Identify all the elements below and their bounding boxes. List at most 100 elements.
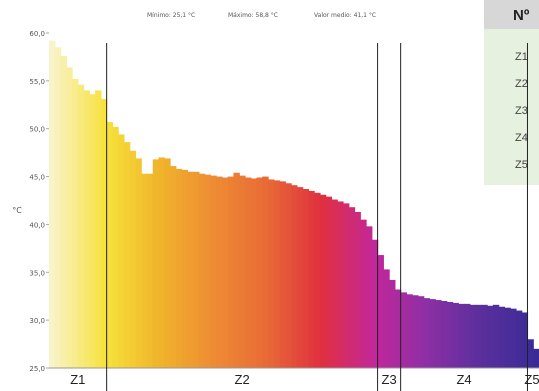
bar <box>510 308 517 368</box>
bar <box>527 339 534 368</box>
bar <box>383 269 390 368</box>
bar <box>319 194 327 368</box>
bar <box>285 183 292 368</box>
bar <box>464 303 471 368</box>
bar <box>360 219 367 368</box>
bar <box>245 177 252 368</box>
zone-label: Z5 <box>524 372 539 387</box>
bar <box>429 299 436 368</box>
bar <box>452 302 459 368</box>
bar <box>54 47 62 368</box>
bar <box>66 67 73 368</box>
bar <box>441 301 448 368</box>
bar <box>377 255 384 368</box>
zone-table-row: Z5 <box>515 159 528 171</box>
zone-label: Z2 <box>235 372 250 387</box>
bar <box>158 157 165 368</box>
y-tick-label: 40,0 <box>29 221 45 229</box>
zone-table-header-label: Nº <box>513 7 530 24</box>
min-temperature: Mínimo: 25,1 °C <box>147 12 195 19</box>
bar-series <box>49 40 539 369</box>
bar <box>475 304 482 368</box>
bar <box>366 226 373 368</box>
zone-markers: Z1 Z2 Z3 Z4 Z5 <box>70 43 539 391</box>
bar <box>49 40 56 369</box>
bar <box>141 173 148 368</box>
bar <box>291 185 298 368</box>
zone-table-header <box>484 0 539 29</box>
bar <box>331 199 338 368</box>
bar <box>170 166 177 368</box>
bar <box>308 190 315 368</box>
y-tick-label: 30,0 <box>29 317 45 325</box>
bar <box>273 180 281 368</box>
bar <box>371 239 379 368</box>
bar <box>354 211 361 368</box>
y-tick-label: 55,0 <box>29 78 45 86</box>
zone-label: Z4 <box>456 372 471 387</box>
bar <box>112 126 119 368</box>
bar <box>423 298 431 368</box>
y-tick-label: 50,0 <box>29 126 45 134</box>
bar <box>498 306 506 368</box>
bar <box>343 203 350 368</box>
bar <box>268 179 275 368</box>
bar <box>446 301 454 368</box>
bar <box>152 159 160 368</box>
bar <box>164 158 171 368</box>
bar <box>118 134 125 368</box>
bar <box>77 84 85 368</box>
bar <box>412 295 419 368</box>
bar <box>435 300 442 368</box>
zone-table-row: Z2 <box>515 78 528 90</box>
bar <box>233 172 240 368</box>
bar <box>302 189 310 368</box>
bar <box>515 310 523 368</box>
bar <box>314 192 321 368</box>
zone-label: Z3 <box>382 372 397 387</box>
bar <box>469 304 477 368</box>
bar <box>106 122 114 368</box>
bar <box>239 175 246 368</box>
bar <box>389 279 396 368</box>
bar <box>181 169 188 368</box>
zone-table-row: Z1 <box>515 51 528 63</box>
bar <box>193 171 200 368</box>
bar <box>83 90 90 368</box>
bar <box>250 178 258 368</box>
bar <box>210 175 217 368</box>
bar <box>100 99 108 369</box>
zone-table-row: Z4 <box>515 132 528 144</box>
bar <box>400 292 408 368</box>
bar <box>458 303 465 368</box>
zone-label: Z1 <box>70 372 85 387</box>
bar <box>348 207 356 368</box>
bar <box>406 294 413 368</box>
max-temperature: Máximo: 58,8 °C <box>228 12 278 19</box>
zone-table-background <box>484 0 539 185</box>
bar <box>325 196 333 368</box>
y-tick-label: 35,0 <box>29 269 45 277</box>
bar <box>417 296 425 368</box>
bar <box>204 174 212 368</box>
bar <box>60 55 67 368</box>
bar <box>221 177 229 368</box>
bar <box>504 307 511 368</box>
y-tick-label: 25,0 <box>29 365 45 373</box>
mean-temperature: Valor medio: 41,1 °C <box>314 12 376 19</box>
y-axis-title: °C <box>12 206 22 215</box>
bar <box>481 304 488 368</box>
bar <box>492 304 500 368</box>
bar <box>147 173 154 368</box>
bar <box>256 177 263 368</box>
bar <box>95 90 102 368</box>
bar <box>521 312 529 368</box>
y-axis: 25,0 30,0 35,0 40,0 45,0 50,0 55,0 60,0 <box>29 30 49 373</box>
bar <box>175 168 183 368</box>
y-tick-label: 45,0 <box>29 174 45 182</box>
bar <box>216 176 223 368</box>
bar <box>123 142 131 368</box>
y-tick-label: 60,0 <box>29 30 45 38</box>
bar <box>135 158 142 368</box>
bar <box>129 150 137 368</box>
